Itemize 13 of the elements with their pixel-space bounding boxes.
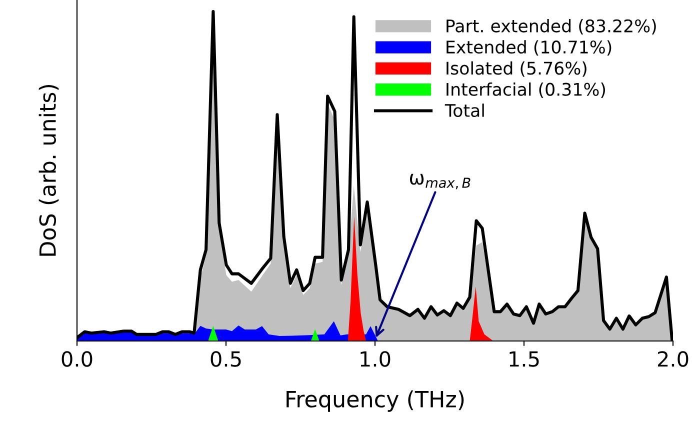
x-tick-label: 1.5 [510,351,539,367]
x-tick-label: 0.0 [62,351,92,367]
x-tick-label: 0.5 [210,351,241,367]
x-tick-label: 2.0 [658,351,688,367]
legend-label: Total [444,104,484,118]
legend-label: Isolated (5.76%) [446,61,586,77]
legend-label: Interfacial (0.31%) [446,82,605,98]
legend-label: Extended (10.71%) [446,40,612,56]
x-axis-title: Frequency (THz) [286,390,464,412]
legend-label: Part. extended (83.22%) [446,19,656,35]
annotation: ω$_{max,B}$ [410,174,470,190]
x-tick-label: 1.0 [360,351,390,367]
y-axis-title: DoS (arb. units) [38,84,59,256]
